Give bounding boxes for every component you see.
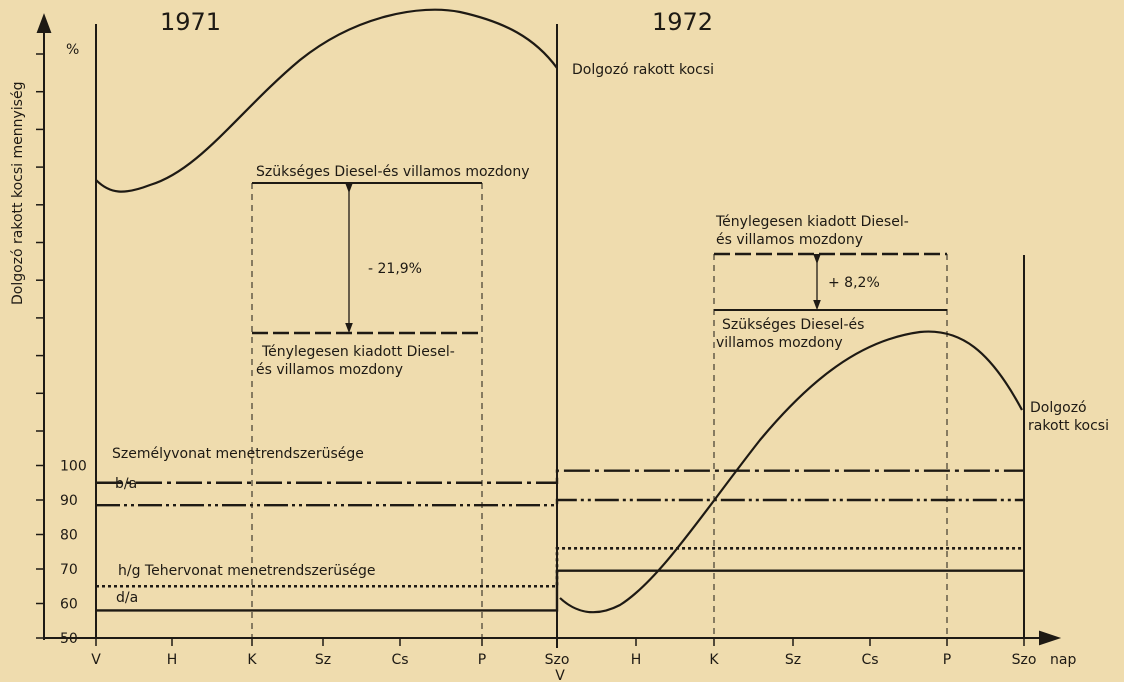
series-labels: Személyvonat menetrendszerüsége b/a h/g … (112, 446, 376, 606)
series-line (96, 569, 1024, 612)
x-tick-label: K (709, 652, 719, 668)
wagon-curve-1971 (95, 8, 558, 193)
annotation-1972: Ténylegesen kiadott Diesel- és villamos … (713, 214, 948, 638)
x-axis-label: nap (1050, 652, 1076, 668)
y-axis-arrow (36, 13, 52, 33)
wagon-curve-1972 (559, 330, 1023, 614)
series-line (96, 469, 1024, 484)
x-tick-label: P (478, 652, 486, 668)
curves (95, 8, 1023, 614)
series-lines (96, 469, 1024, 612)
y-tick-label: 50 (60, 631, 78, 647)
y-axis-label: Dolgozó rakott kocsi mennyiség (10, 82, 26, 305)
x-tick-label: V (91, 652, 101, 668)
y-unit-label: % (66, 42, 79, 58)
x-tick-label: K (247, 652, 257, 668)
actual-label-1971-line1: Ténylegesen kiadott Diesel- (261, 344, 455, 360)
y-tick-label: 80 (60, 528, 78, 544)
y-ticks: 100 90 80 70 60 50 (36, 459, 87, 647)
year-1971: 1971 (160, 8, 221, 36)
x-tick-label: Szo (1012, 652, 1037, 668)
x-tick-label: H (631, 652, 642, 668)
x-tick-label: P (943, 652, 951, 668)
actual-label-1971-line2: és villamos mozdony (256, 362, 403, 378)
series-label-ba: b/a (115, 476, 137, 492)
needed-label-1971: Szükséges Diesel-és villamos mozdony (256, 164, 530, 180)
x-tick-extra: V (555, 668, 565, 682)
diff-label-1972: + 8,2% (828, 275, 880, 291)
y-tick-label: 100 (60, 459, 87, 475)
x-tick-label: Sz (315, 652, 331, 668)
series-line (96, 547, 1024, 588)
y-tick-label: 90 (60, 493, 78, 509)
curve-label-1972: Dolgozó rakott kocsi (572, 62, 714, 78)
y-ticks-unlabeled (36, 53, 44, 432)
needed-label-1972-line2: villamos mozdony (716, 335, 843, 351)
x-tick-label: Cs (861, 652, 878, 668)
needed-label-1972-line1: Szükséges Diesel-és (722, 317, 864, 333)
series-label-szemely: Személyvonat menetrendszerüsége (112, 446, 364, 462)
x-tick-label: H (167, 652, 178, 668)
diff-label-1971: - 21,9% (368, 261, 422, 277)
y-tick-label: 70 (60, 562, 78, 578)
x-tick-label: Sz (785, 652, 801, 668)
x-axis-arrow (1039, 630, 1062, 646)
actual-label-1972-line2: és villamos mozdony (716, 232, 863, 248)
x-tick-label: Cs (391, 652, 408, 668)
axes (36, 13, 1062, 648)
x-ticks: V H K Sz Cs P Szo H K Sz Cs P Szo (91, 638, 1036, 668)
series-line (96, 498, 1024, 507)
annotation-1971: Szükséges Diesel-és villamos mozdony Tén… (251, 164, 530, 638)
actual-label-1972-line1: Ténylegesen kiadott Diesel- (715, 214, 909, 230)
y-tick-label: 60 (60, 597, 78, 613)
series-label-teher: h/g Tehervonat menetrendszerüsége (118, 563, 376, 579)
year-1972: 1972 (652, 8, 713, 36)
series-label-da: d/a (116, 590, 138, 606)
x-tick-label: Szo (545, 652, 570, 668)
curve-label-right-line2: rakott kocsi (1028, 418, 1109, 434)
curve-label-right-line1: Dolgozó (1030, 400, 1087, 416)
